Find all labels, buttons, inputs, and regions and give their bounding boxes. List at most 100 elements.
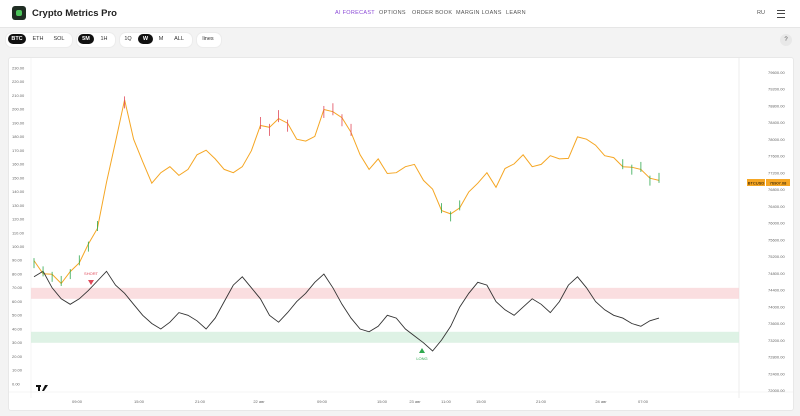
right-tick-label: 74000.00 xyxy=(768,304,785,309)
asset-sol-button[interactable]: SOL xyxy=(53,36,65,42)
left-tick-label: 40.00 xyxy=(12,326,23,331)
left-tick-label: 230.00 xyxy=(12,65,25,70)
long-label: LONG xyxy=(416,356,427,361)
left-tick-label: 200.00 xyxy=(12,107,25,112)
short-label: SHORT xyxy=(84,271,98,276)
left-tick-label: 140.00 xyxy=(12,189,25,194)
right-tick-label: 72000.00 xyxy=(768,388,785,393)
nav-order-book[interactable]: ORDER BOOK xyxy=(412,10,453,16)
right-tick-label: 74800.00 xyxy=(768,271,785,276)
top-bar: Crypto Metrics Pro AI FORECAST OPTIONS O… xyxy=(0,0,800,28)
x-tick-label: 21:00 xyxy=(536,399,547,404)
x-tick-label: 15:00 xyxy=(476,399,487,404)
nav-learn[interactable]: LEARN xyxy=(506,10,526,16)
long-annotation: LONG xyxy=(416,348,428,361)
left-tick-label: 50.00 xyxy=(12,313,23,318)
left-tick-label: 90.00 xyxy=(12,258,23,263)
left-tick-label: 150.00 xyxy=(12,175,25,180)
price-tag-value: 76907.08 xyxy=(770,180,787,185)
right-tick-label: 75200.00 xyxy=(768,254,785,259)
price-tag-symbol: BTCUSD xyxy=(748,180,765,185)
interval-1h-button[interactable]: 1H xyxy=(100,36,108,42)
left-tick-label: 0.00 xyxy=(12,381,21,386)
x-tick-label: 09:00 xyxy=(72,399,83,404)
app-title[interactable]: Crypto Metrics Pro xyxy=(32,8,117,19)
right-tick-label: 73200.00 xyxy=(768,338,785,343)
left-tick-label: 10.00 xyxy=(12,368,23,373)
right-tick-label: 76800.00 xyxy=(768,187,785,192)
right-axis: 79600.00 79200.00 78800.00 78400.00 78000.00… xyxy=(768,70,785,393)
left-tick-label: 180.00 xyxy=(12,134,25,139)
right-tick-label: 77600.00 xyxy=(768,154,785,159)
right-tick-label: 78400.00 xyxy=(768,120,785,125)
price-line xyxy=(33,99,660,285)
left-tick-label: 170.00 xyxy=(12,148,25,153)
left-tick-label: 20.00 xyxy=(12,354,23,359)
right-tick-label: 72800.00 xyxy=(768,355,785,360)
short-arrow-icon xyxy=(88,280,94,285)
x-tick-label: 21:00 xyxy=(195,399,206,404)
right-tick-label: 74400.00 xyxy=(768,288,785,293)
x-axis: 09:00 15:00 21:00 22 авг 09:00 15:00 23 авг 11:… xyxy=(72,399,649,404)
left-tick-label: 160.00 xyxy=(12,162,25,167)
tradingview-logo-icon xyxy=(36,385,48,391)
help-icon[interactable]: ? xyxy=(780,34,792,46)
x-tick-label: 24 авг xyxy=(595,399,607,404)
right-tick-label: 77200.00 xyxy=(768,170,785,175)
right-tick-label: 79600.00 xyxy=(768,70,785,75)
asset-eth-button[interactable]: ETH xyxy=(32,36,44,42)
interval-5m-button[interactable]: 5M xyxy=(78,34,94,44)
upper-band xyxy=(31,287,739,299)
asset-btc-button[interactable]: BTC xyxy=(8,34,26,44)
right-tick-label: 78800.00 xyxy=(768,103,785,108)
lines-toggle-button[interactable]: lines xyxy=(202,36,214,42)
left-tick-label: 220.00 xyxy=(12,79,25,84)
price-tag-value-bg xyxy=(766,179,790,186)
left-tick-label: 80.00 xyxy=(12,271,23,276)
chart-panel: 230.00 220.00 210.00 200.00 190.00 180.00 170.… xyxy=(8,57,794,411)
lower-band xyxy=(31,331,739,343)
x-tick-label: 11:00 xyxy=(441,399,451,404)
left-axis: 230.00 220.00 210.00 200.00 190.00 180.00 170.… xyxy=(12,65,25,386)
left-tick-label: 120.00 xyxy=(12,217,25,222)
right-tick-label: 75600.00 xyxy=(768,237,785,242)
right-tick-label: 78000.00 xyxy=(768,137,785,142)
current-price-tag: BTCUSD 76907.08 xyxy=(747,179,790,186)
nav-ai-forecast[interactable]: AI FORECAST xyxy=(335,10,375,16)
price-tag-symbol-bg xyxy=(747,179,765,186)
lines-group xyxy=(196,32,222,48)
range-w-button[interactable]: W xyxy=(138,34,153,44)
left-tick-label: 100.00 xyxy=(12,244,25,249)
hamburger-menu-icon[interactable] xyxy=(777,10,785,18)
chart-logo-icon[interactable] xyxy=(12,6,26,20)
oscillator-line xyxy=(33,270,660,352)
language-switch[interactable]: RU xyxy=(757,10,765,16)
range-m-button[interactable]: M xyxy=(158,36,164,42)
x-tick-label: 15:00 xyxy=(377,399,388,404)
left-tick-label: 130.00 xyxy=(12,203,25,208)
range-group xyxy=(119,32,193,48)
right-tick-label: 72400.00 xyxy=(768,371,785,376)
range-all-button[interactable]: ALL xyxy=(174,36,184,42)
chart-toolbar: BTC ETH SOL 5M 1H 1Q W M ALL lines xyxy=(0,28,800,52)
range-1q-button[interactable]: 1Q xyxy=(124,36,132,42)
long-arrow-icon xyxy=(419,348,425,353)
right-tick-label: 76000.00 xyxy=(768,221,785,226)
x-tick-label: 23 авг xyxy=(409,399,421,404)
signal-marks xyxy=(33,96,660,286)
left-tick-label: 30.00 xyxy=(12,340,23,345)
nav-margin-loans[interactable]: MARGIN LOANS xyxy=(456,10,502,16)
nav-options[interactable]: OPTIONS xyxy=(379,10,406,16)
left-tick-label: 110.00 xyxy=(12,230,25,235)
price-chart[interactable]: 230.00 220.00 210.00 200.00 190.00 180.00 170.… xyxy=(9,58,793,410)
left-tick-label: 70.00 xyxy=(12,285,23,290)
right-tick-label: 73600.00 xyxy=(768,321,785,326)
x-tick-label: 22 авг xyxy=(253,399,265,404)
left-tick-label: 60.00 xyxy=(12,299,23,304)
right-tick-label: 79200.00 xyxy=(768,87,785,92)
short-annotation: SHORT xyxy=(84,271,99,285)
x-tick-label: 15:00 xyxy=(134,399,145,404)
left-tick-label: 190.00 xyxy=(12,120,25,125)
x-tick-label: 09:00 xyxy=(317,399,328,404)
x-tick-label: 07:00 xyxy=(638,399,649,404)
